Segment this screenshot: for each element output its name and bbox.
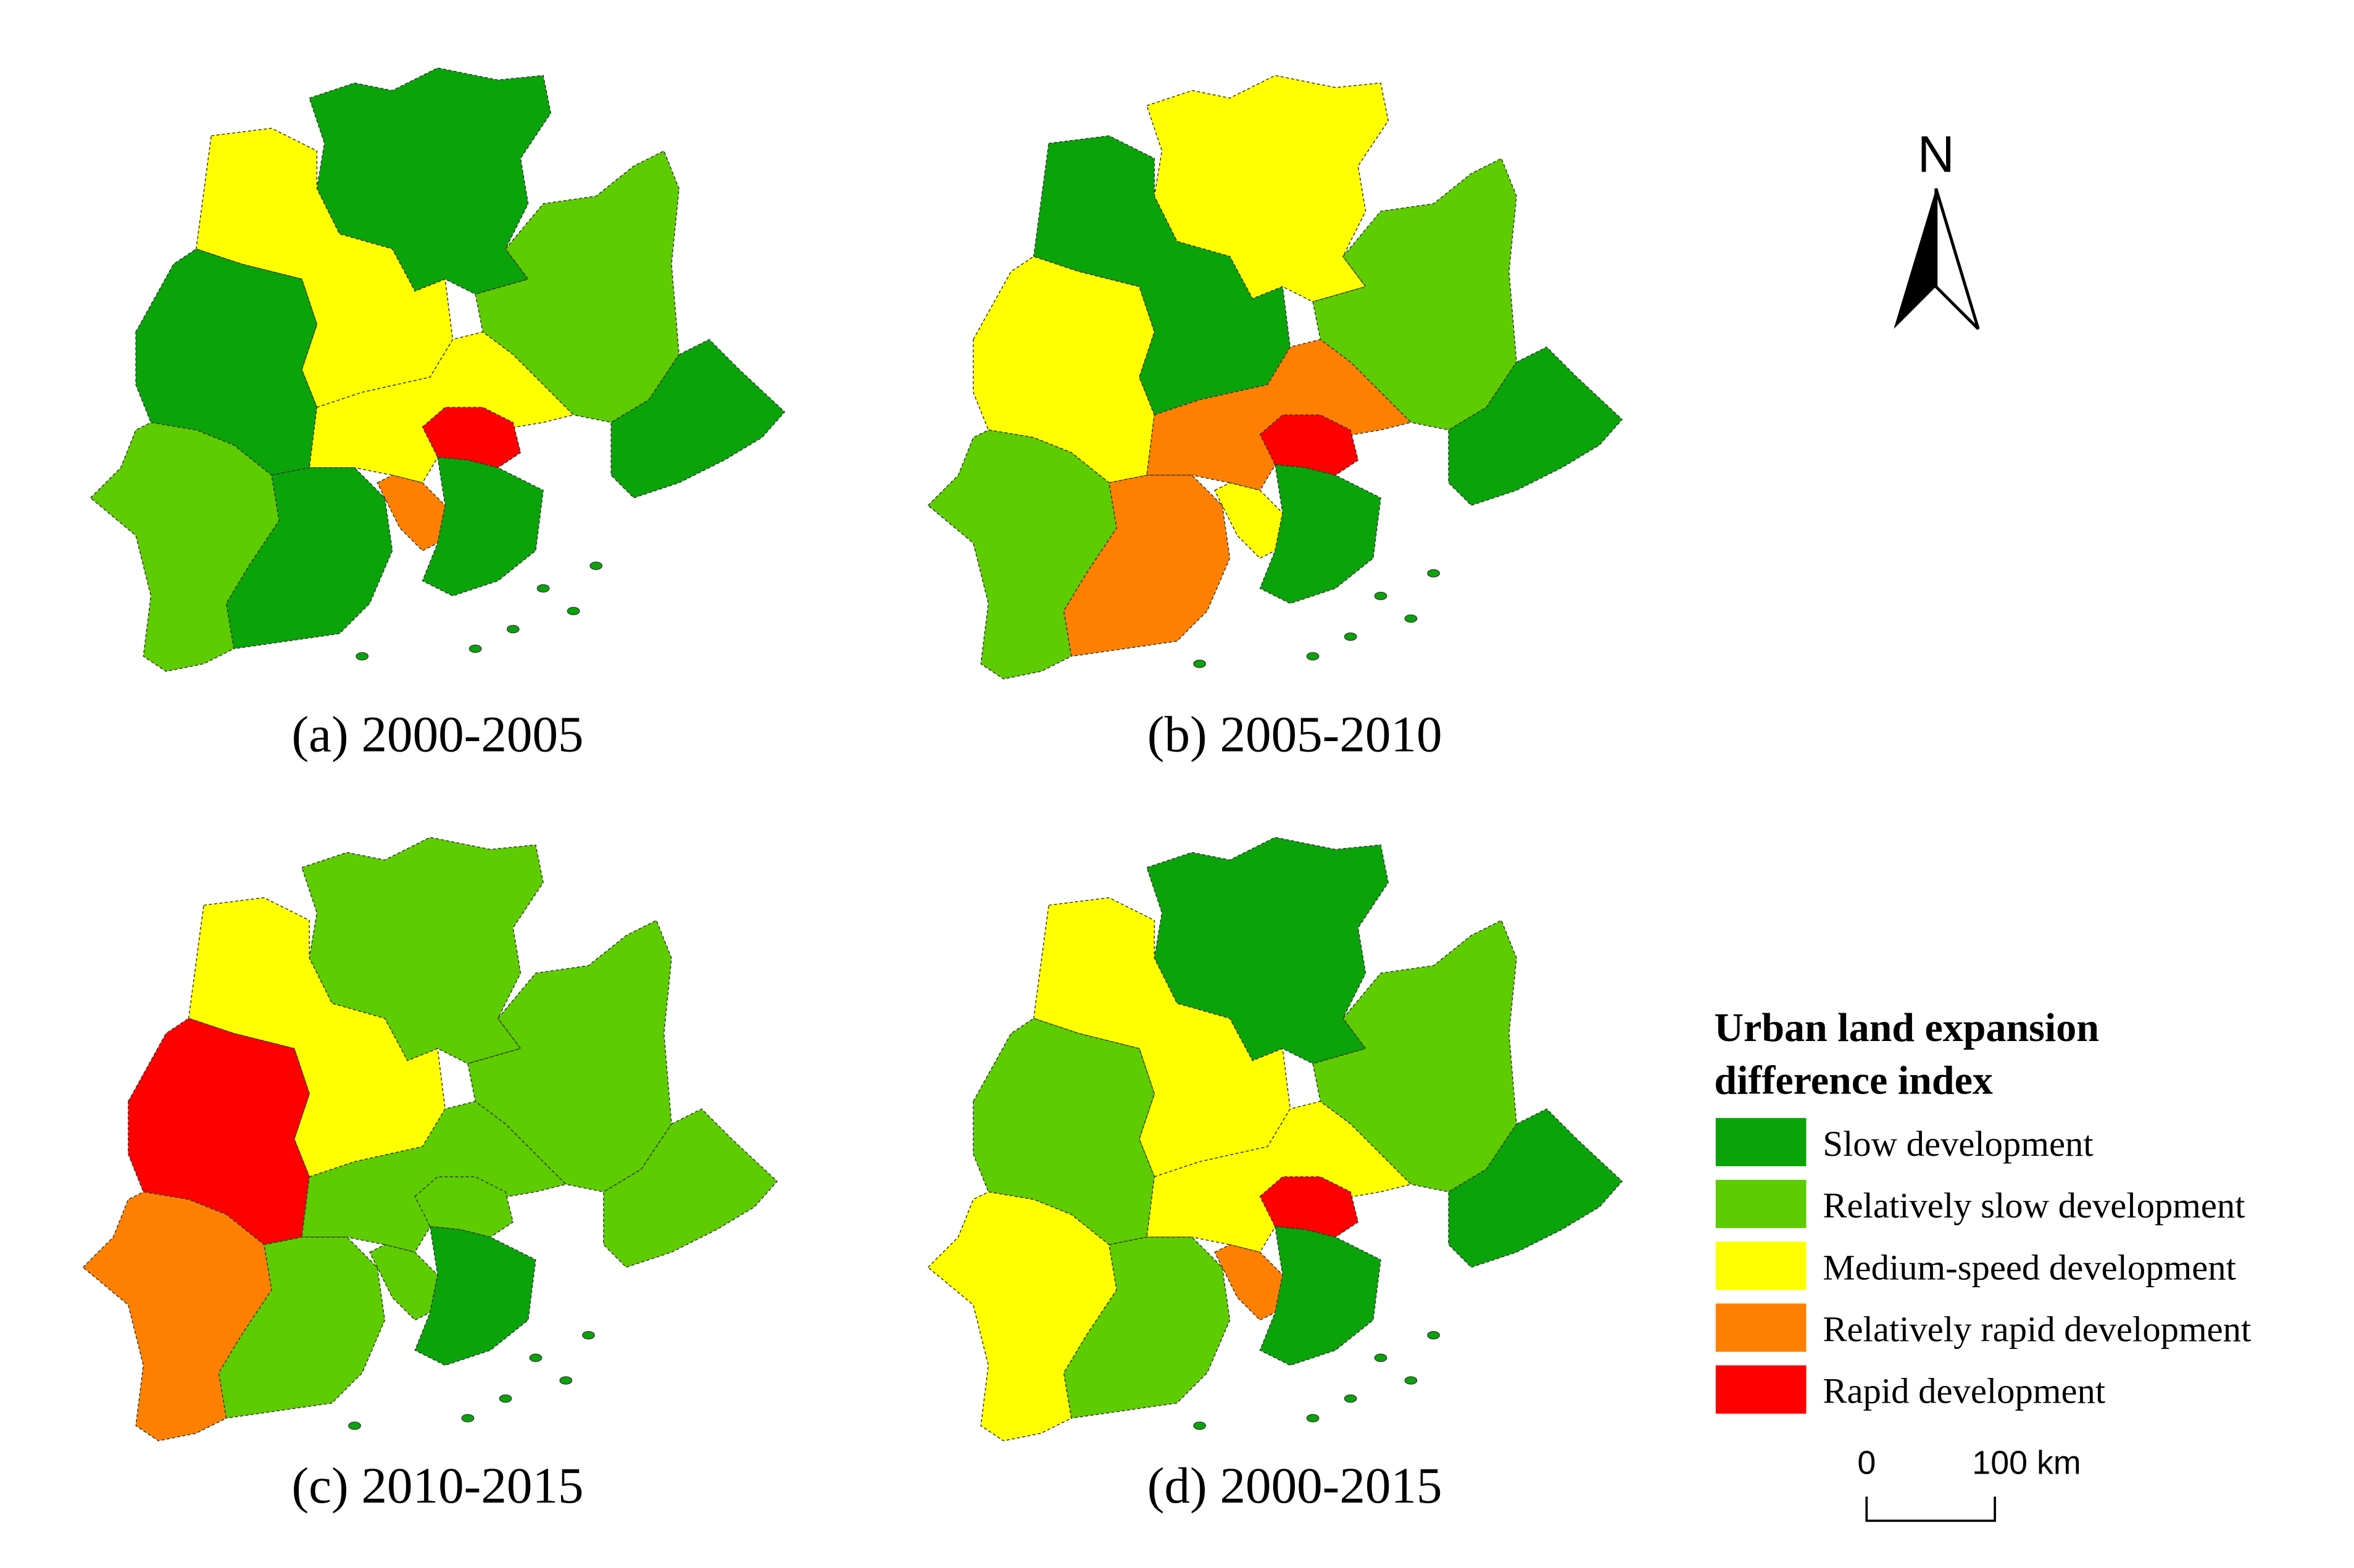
island [1193,1421,1207,1430]
region [1063,475,1231,657]
region [309,331,575,484]
legend-label: Medium-speed development [1823,1247,2235,1287]
panel-caption: (d) 2000-2015 [1147,1457,1442,1514]
island [356,652,369,661]
north-arrow: N [1894,126,1980,330]
region [1146,1100,1412,1253]
island [468,644,482,653]
region [414,1226,536,1366]
island [582,1331,595,1340]
legend-label: Relatively rapid development [1823,1309,2251,1350]
island [529,1353,543,1363]
legend-title: difference index [1714,1058,1993,1103]
island [1306,1414,1320,1422]
island [461,1414,475,1422]
region [1259,464,1381,604]
region [1214,1244,1283,1321]
island [536,584,550,593]
island [1344,1394,1357,1403]
region [422,456,544,597]
region [225,467,393,650]
scale-line [1865,1496,1996,1522]
legend-swatch [1715,1365,1807,1414]
island [1404,614,1418,623]
island [1306,652,1320,661]
map-panel [927,837,1623,1441]
region [301,1100,567,1253]
panel-caption: (a) 2000-2005 [291,706,583,763]
region [603,1108,778,1268]
island [1374,1353,1387,1363]
region [376,475,446,552]
legend-label: Rapid development [1823,1371,2105,1411]
panel-caption: (b) 2005-2010 [1147,706,1442,763]
legend-swatch [1715,1303,1807,1352]
map-panels [82,67,1623,1441]
legend-label: Slow development [1823,1124,2093,1164]
island [1193,660,1207,668]
legend-swatch [1715,1179,1807,1229]
north-arrow-right [1934,188,1980,330]
island [506,624,520,634]
island [1344,633,1357,641]
region [610,339,786,499]
island [348,1421,361,1430]
region [1259,1176,1359,1238]
island [1404,1376,1418,1385]
legend-title: Urban land expansion [1714,1005,2099,1050]
island [499,1394,512,1403]
region [422,407,522,468]
region [1259,1226,1381,1366]
island [1427,1331,1441,1340]
region [369,1244,438,1321]
island [1374,592,1387,600]
scale-bar: 0 100 km [1857,1445,2081,1522]
legend-swatch [1715,1242,1807,1290]
region [218,1237,386,1419]
island [567,607,580,615]
region [1214,482,1283,559]
map-panel [927,75,1623,679]
north-arrow-left [1894,188,1936,330]
map-panel [82,837,778,1441]
island [589,562,603,570]
scale-label: 0 [1857,1445,1876,1482]
region [1063,1237,1231,1419]
island [1427,569,1441,578]
island [559,1376,573,1385]
map-panel [89,67,786,672]
legend: Urban land expansion difference index Sl… [1714,1005,2251,1414]
region [414,1176,514,1238]
region [1448,346,1623,506]
region [1448,1108,1623,1268]
legend-swatch [1715,1118,1807,1166]
region [1146,339,1412,491]
legend-label: Relatively slow development [1823,1185,2245,1226]
region [1259,414,1359,476]
panel-caption: (c) 2010-2015 [291,1457,583,1514]
north-label: N [1918,126,1955,183]
scale-label: 100 km [1972,1445,2081,1482]
